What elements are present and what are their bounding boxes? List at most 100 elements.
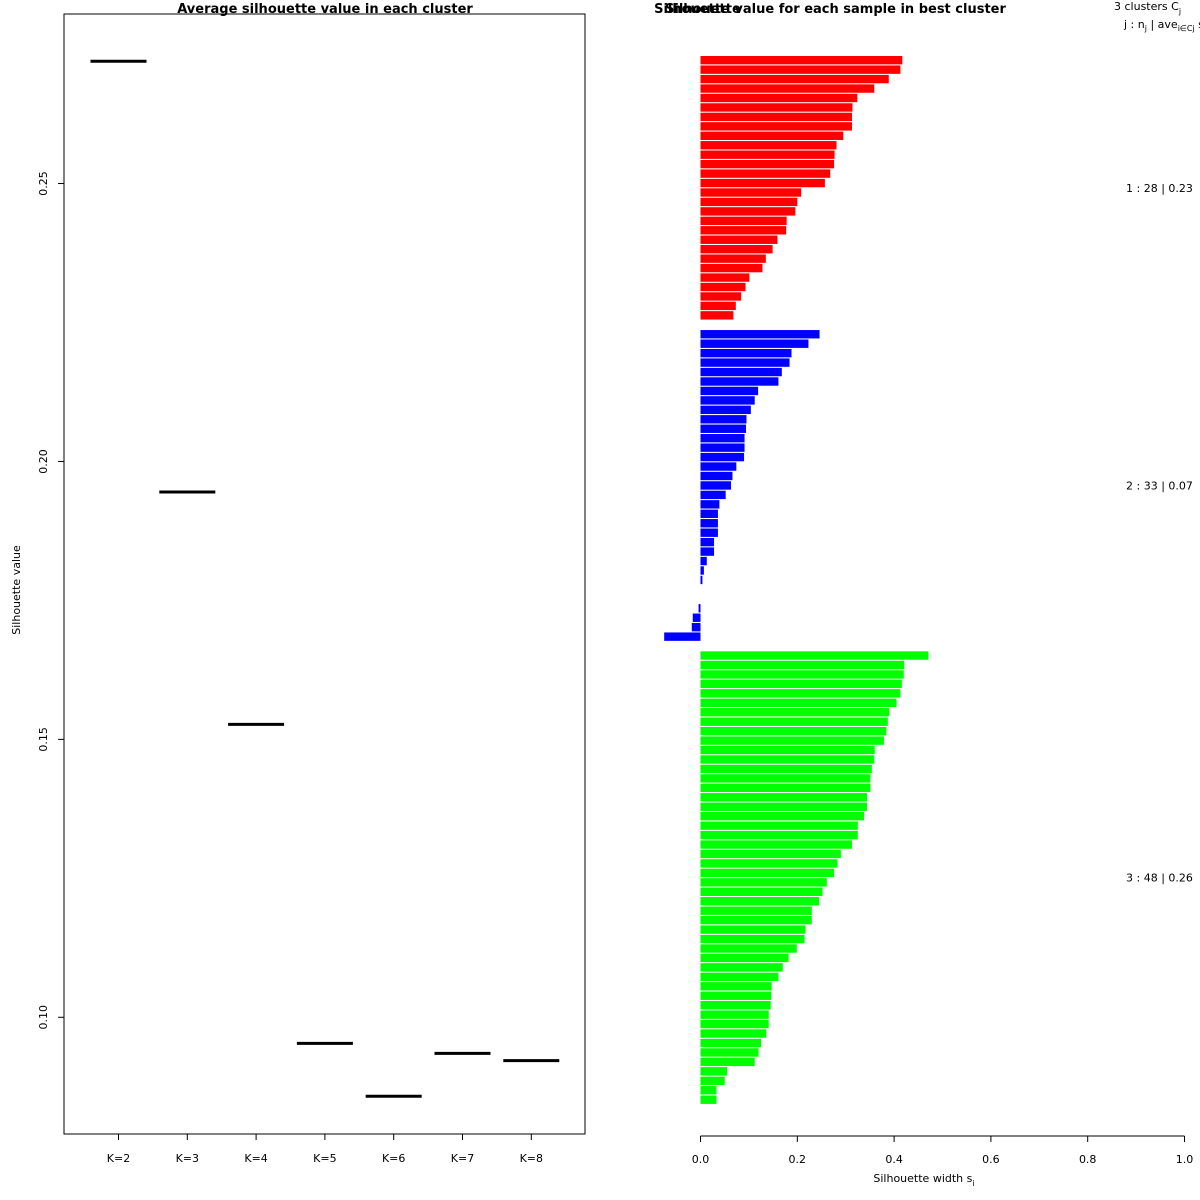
left-chart-panel: Average silhouette value in each cluster…	[10, 2, 586, 1165]
right-legend-header: 3 clusters Cj j : nj | avei∈Cj s	[1114, 0, 1200, 33]
right-x-tick-label-2: 0.4	[885, 1153, 903, 1166]
silhouette-bar-c2-21	[700, 519, 718, 528]
silhouette-bar-c3-27	[700, 897, 820, 906]
silhouette-bar-c2-10	[700, 415, 747, 424]
silhouette-bar-c2-2	[700, 339, 809, 348]
silhouette-bar-c2-8	[700, 396, 755, 405]
silhouette-bar-c1-22	[700, 254, 766, 263]
right-cluster-labels: 1 : 28 | 0.23 2 : 33 | 0.07 3 : 48 | 0.26	[1126, 182, 1193, 885]
left-y-axis: 0.10 0.15 0.20 0.25	[37, 171, 64, 1030]
left-x-tick-label-1: K=3	[176, 1152, 199, 1165]
silhouette-bar-c2-3	[700, 348, 792, 358]
silhouette-bar-c3-21	[700, 840, 852, 849]
silhouette-bar-c2-27	[700, 575, 703, 585]
silhouette-bar-c2-15	[700, 462, 737, 471]
legend-header-line2-text: j : n	[1123, 18, 1145, 31]
silhouette-bar-c1-6	[700, 103, 853, 112]
silhouette-bar-c3-12	[700, 755, 875, 764]
silhouette-bar-c2-32	[691, 623, 701, 632]
silhouette-bar-c3-24	[700, 868, 835, 878]
silhouette-bar-c3-4	[700, 679, 902, 689]
silhouette-bar-c2-12	[700, 434, 745, 443]
silhouette-bar-c3-47	[700, 1086, 717, 1095]
silhouette-bar-c3-35	[700, 972, 779, 982]
silhouette-bar-c1-2	[700, 65, 901, 74]
silhouette-bar-c2-18	[700, 490, 726, 500]
right-data-bars	[664, 56, 929, 1104]
silhouette-bar-c3-43	[700, 1048, 759, 1057]
legend-header-line2-mid: | ave	[1147, 18, 1178, 31]
left-x-tick-label-2: K=4	[244, 1152, 267, 1165]
silhouette-bar-c2-1	[700, 330, 820, 339]
silhouette-bar-c3-30	[700, 925, 806, 934]
right-x-axis-label-text: Silhouette width s	[873, 1172, 972, 1185]
right-title-overlap: Silhouette	[665, 2, 741, 17]
cluster-label-3: 3 : 48 | 0.26	[1126, 872, 1193, 885]
legend-header-line2: j : nj | avei∈Cj s	[1123, 18, 1200, 33]
silhouette-bar-c1-15	[700, 188, 802, 197]
left-y-tick-label-2: 0.20	[37, 449, 50, 474]
silhouette-bar-c3-22	[700, 849, 841, 859]
silhouette-bar-c3-17	[700, 802, 867, 811]
silhouette-bar-c2-6	[700, 377, 779, 386]
silhouette-bar-c3-10	[700, 736, 884, 745]
silhouette-bar-c3-42	[700, 1038, 761, 1048]
silhouette-bar-c1-1	[700, 56, 903, 65]
legend-header-line2-suffix: s	[1195, 18, 1200, 31]
right-x-axis-label-sub: i	[972, 1179, 974, 1188]
legend-header-line1-sub: j	[1178, 7, 1181, 16]
silhouette-bar-c3-23	[700, 859, 838, 868]
silhouette-bar-c1-16	[700, 197, 798, 207]
silhouette-bar-c1-7	[700, 112, 852, 122]
right-x-tick-label-0: 0.0	[692, 1153, 710, 1166]
right-x-tick-label-3: 0.6	[982, 1153, 1000, 1166]
silhouette-bar-c3-38	[700, 1001, 771, 1010]
silhouette-bar-c1-20	[700, 235, 778, 244]
silhouette-bar-c3-37	[700, 991, 772, 1000]
silhouette-bar-c3-34	[700, 963, 783, 972]
silhouette-bar-c1-13	[700, 169, 831, 178]
silhouette-bar-c3-14	[700, 774, 871, 783]
silhouette-bar-c3-29	[700, 915, 812, 925]
silhouette-bar-c1-21	[700, 245, 773, 254]
silhouette-bar-c2-17	[700, 481, 731, 490]
silhouette-bar-c1-17	[700, 207, 796, 216]
left-x-axis: K=2 K=3 K=4 K=5 K=6 K=7 K=8	[107, 1133, 543, 1165]
right-chart-panel: Silhouette Silhouette value for each sam…	[654, 0, 1200, 1188]
silhouette-bar-c3-6	[700, 698, 897, 707]
silhouette-bar-c1-5	[700, 93, 858, 103]
silhouette-bar-c2-16	[700, 471, 733, 481]
silhouette-bar-c2-23	[700, 537, 715, 547]
silhouette-bar-c2-33	[664, 632, 701, 641]
silhouette-bar-c1-11	[700, 150, 835, 159]
silhouette-bar-c3-2	[700, 660, 905, 670]
silhouette-bar-c3-18	[700, 812, 865, 821]
silhouette-bar-c2-30	[698, 604, 701, 613]
silhouette-bar-c1-27	[700, 301, 736, 311]
silhouette-bar-c2-5	[700, 367, 782, 377]
left-x-tick-label-3: K=5	[313, 1152, 336, 1165]
silhouette-bar-c3-31	[700, 934, 805, 944]
silhouette-bar-c3-13	[700, 764, 872, 774]
silhouette-bar-c1-4	[700, 84, 875, 93]
silhouette-bar-c2-19	[700, 500, 720, 509]
silhouette-bar-c3-20	[700, 830, 858, 840]
silhouette-bar-c3-40	[700, 1019, 769, 1029]
right-x-tick-label-1: 0.2	[789, 1153, 807, 1166]
cluster-label-1: 1 : 28 | 0.23	[1126, 182, 1193, 195]
silhouette-bar-c2-22	[700, 528, 718, 537]
left-chart-title: Average silhouette value in each cluster	[177, 2, 473, 17]
silhouette-bar-c2-9	[700, 405, 751, 415]
left-x-tick-label-5: K=7	[451, 1152, 474, 1165]
cluster-label-2: 2 : 33 | 0.07	[1126, 479, 1193, 492]
silhouette-bar-c3-46	[700, 1076, 725, 1085]
silhouette-bar-c1-23	[700, 263, 763, 273]
left-y-axis-label: Silhouette value	[10, 545, 23, 635]
silhouette-bar-c1-28	[700, 311, 734, 320]
silhouette-bar-c1-14	[700, 178, 825, 188]
right-x-axis: 0.0 0.2 0.4 0.6 0.8 1.0	[692, 1135, 1193, 1166]
silhouette-bar-c3-39	[700, 1010, 769, 1019]
silhouette-bar-c1-9	[700, 131, 844, 140]
silhouette-bar-c1-24	[700, 273, 750, 282]
silhouette-bar-c3-9	[700, 726, 887, 736]
